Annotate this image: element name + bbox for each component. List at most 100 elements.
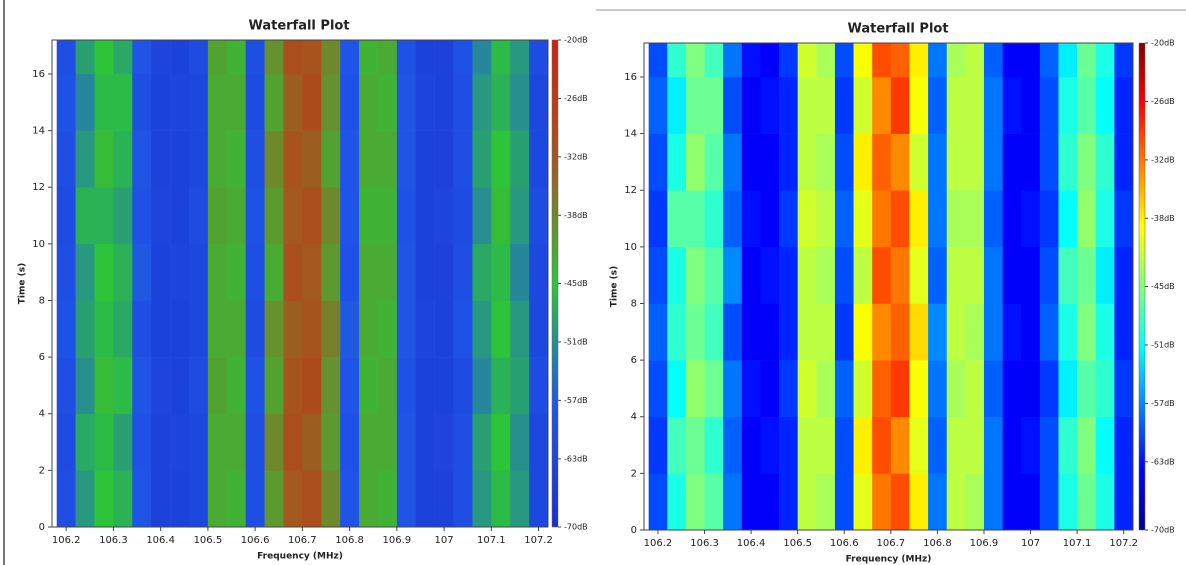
cell <box>983 76 1003 134</box>
cell <box>1095 190 1115 248</box>
cell <box>779 360 798 418</box>
cell <box>1021 303 1041 361</box>
y-tick-label: 14 <box>32 126 45 137</box>
cell <box>264 413 284 471</box>
y-tick-label: 10 <box>32 239 45 250</box>
cell <box>1021 473 1041 530</box>
cell <box>113 243 133 301</box>
y-tick-label: 2 <box>631 468 637 479</box>
x-tick-label: 106.3 <box>690 538 719 549</box>
y-axis-label: Time (s) <box>18 263 28 304</box>
cell <box>415 300 435 358</box>
cell <box>415 187 435 245</box>
cell <box>529 470 548 527</box>
cell <box>741 76 761 134</box>
cell <box>207 413 228 471</box>
cell <box>75 470 95 527</box>
cell <box>472 413 492 471</box>
cell <box>909 473 929 530</box>
cell <box>1077 133 1097 191</box>
cell <box>359 470 379 527</box>
cell <box>946 303 966 361</box>
cell <box>1077 473 1097 530</box>
colorbar-label: -38dB <box>564 211 588 220</box>
cell <box>1058 190 1078 248</box>
cell <box>396 413 417 471</box>
cell <box>207 470 228 527</box>
cell <box>340 73 360 131</box>
cell <box>188 357 209 415</box>
y-tick-label: 2 <box>39 465 45 476</box>
cell <box>965 133 985 191</box>
cell <box>377 130 398 188</box>
cell <box>170 243 190 301</box>
cell <box>797 190 817 248</box>
cell <box>834 303 854 361</box>
cell <box>983 190 1003 248</box>
cell <box>890 43 910 78</box>
y-tick-label: 16 <box>32 69 45 80</box>
cell <box>188 130 209 188</box>
cell <box>226 40 246 75</box>
colorbar-label: -32dB <box>1151 155 1175 164</box>
cell <box>797 246 817 304</box>
cell <box>94 73 114 131</box>
cell <box>1002 133 1022 191</box>
cell <box>510 470 530 527</box>
cell <box>434 413 454 471</box>
cell <box>151 187 171 245</box>
cell <box>872 133 892 191</box>
cell <box>207 130 228 188</box>
cell <box>816 246 836 304</box>
cell <box>648 76 668 134</box>
cell <box>359 413 379 471</box>
cell <box>816 76 836 134</box>
cell <box>321 413 341 471</box>
cell <box>723 473 743 530</box>
cell <box>529 413 548 471</box>
cell <box>264 73 284 131</box>
cell <box>75 40 95 75</box>
cell <box>340 470 360 527</box>
cell <box>816 190 836 248</box>
cell <box>56 187 76 245</box>
cell <box>434 357 454 415</box>
cell <box>1021 43 1041 78</box>
cell <box>946 416 966 474</box>
cell <box>1114 360 1133 418</box>
cell <box>946 133 966 191</box>
cell <box>264 243 284 301</box>
cell <box>359 73 379 131</box>
cell <box>56 73 76 131</box>
cell <box>170 73 190 131</box>
cell <box>1114 76 1133 134</box>
colorbar-label: -57dB <box>1151 399 1175 408</box>
cell <box>1058 133 1078 191</box>
cell <box>779 416 798 474</box>
colorbar-label: -20dB <box>1151 39 1175 48</box>
cell <box>760 43 780 78</box>
cell <box>94 413 114 471</box>
colorbar-label: -63dB <box>564 454 588 463</box>
cell <box>226 413 246 471</box>
cell <box>56 357 76 415</box>
colorbar-label: -38dB <box>1151 214 1175 223</box>
cell <box>1039 76 1059 134</box>
cell <box>834 416 854 474</box>
cell <box>872 43 892 78</box>
cell <box>779 473 798 530</box>
cell <box>396 357 417 415</box>
x-axis-label: Frequency (MHz) <box>846 555 932 565</box>
cell <box>983 246 1003 304</box>
cell <box>132 130 152 188</box>
cell <box>1039 360 1059 418</box>
cell <box>453 73 473 131</box>
cell <box>491 130 511 188</box>
plot-frame <box>643 42 1134 531</box>
cell <box>321 243 341 301</box>
x-tick-label: 107.1 <box>477 535 506 546</box>
cell <box>453 243 473 301</box>
cell <box>872 190 892 248</box>
cell <box>207 357 228 415</box>
y-axis-label: Time (s) <box>610 266 620 307</box>
